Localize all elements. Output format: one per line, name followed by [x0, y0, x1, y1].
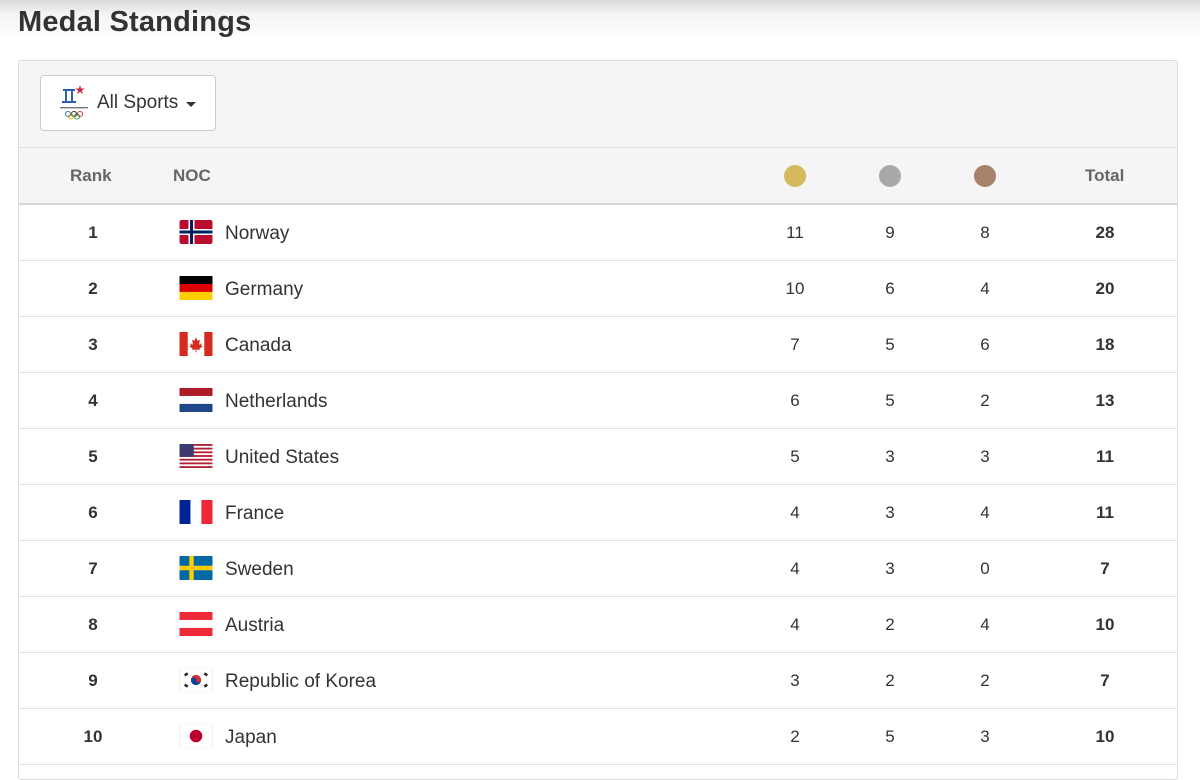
table-row[interactable]: 8 Austria 4 2 4 10 — [19, 597, 1177, 653]
total-count: 18 — [1095, 335, 1115, 354]
country-name[interactable]: Canada — [225, 335, 292, 356]
bronze-count: 4 — [980, 279, 990, 298]
gold-count: 6 — [790, 391, 800, 410]
header-rank[interactable]: Rank — [70, 166, 112, 185]
country-name[interactable]: United States — [225, 447, 340, 468]
table-row[interactable]: 4 Netherlands 6 5 2 13 — [19, 373, 1177, 429]
table-row[interactable]: 6 France 4 3 4 11 — [19, 485, 1177, 541]
sport-filter-label: All Sports — [97, 92, 179, 113]
gold-count: 11 — [786, 223, 804, 242]
bronze-count: 4 — [980, 615, 990, 634]
gold-count: 4 — [790, 559, 800, 578]
header-noc[interactable]: NOC — [173, 166, 211, 185]
gold-count: 5 — [790, 447, 800, 466]
silver-count: 9 — [885, 223, 895, 242]
gold-medal-icon[interactable] — [784, 165, 806, 187]
rank-cell: 4 — [88, 391, 98, 410]
filter-bar: All Sports — [19, 61, 1177, 148]
table-row[interactable]: 7 Sweden 4 3 0 7 — [19, 541, 1177, 597]
rank-cell: 5 — [88, 447, 98, 466]
gold-count: 4 — [790, 503, 800, 522]
gold-count: 10 — [785, 279, 805, 298]
bronze-count: 2 — [980, 671, 990, 690]
korea-flag-icon — [179, 668, 213, 692]
table-row[interactable]: 3 Canada 7 5 6 18 — [19, 317, 1177, 373]
total-count: 13 — [1095, 391, 1115, 410]
canada-flag-icon — [179, 332, 213, 356]
bronze-count: 6 — [980, 335, 990, 354]
norway-flag-icon — [179, 220, 213, 244]
total-count: 11 — [1096, 447, 1114, 466]
silver-count: 3 — [885, 503, 895, 522]
rank-cell: 8 — [88, 615, 98, 634]
netherlands-flag-icon — [179, 388, 213, 412]
table-row[interactable]: 5 United States 5 3 3 11 — [19, 429, 1177, 485]
austria-flag-icon — [179, 612, 213, 636]
gold-count: 4 — [790, 615, 800, 634]
country-name[interactable]: Germany — [225, 279, 304, 300]
gold-count: 3 — [790, 671, 800, 690]
france-flag-icon — [179, 500, 213, 524]
header-total[interactable]: Total — [1085, 166, 1125, 185]
country-name[interactable]: France — [225, 503, 285, 524]
silver-count: 5 — [885, 727, 895, 746]
page-title: Medal Standings — [18, 6, 252, 38]
bronze-count: 3 — [980, 447, 990, 466]
pyeongchang-2018-emblem-icon — [60, 85, 88, 120]
country-name[interactable]: Netherlands — [225, 391, 328, 412]
rank-cell: 1 — [88, 223, 98, 242]
bronze-count: 4 — [980, 503, 990, 522]
total-count: 28 — [1095, 223, 1115, 242]
country-name[interactable]: Japan — [225, 727, 277, 748]
gold-count: 7 — [790, 335, 800, 354]
bronze-count: 8 — [980, 223, 990, 242]
silver-count: 5 — [885, 335, 895, 354]
chevron-down-icon — [186, 101, 197, 107]
rank-cell: 7 — [88, 559, 98, 578]
gold-count: 2 — [790, 727, 800, 746]
bronze-medal-icon[interactable] — [974, 165, 996, 187]
germany-flag-icon — [179, 276, 213, 300]
rank-cell: 10 — [83, 727, 103, 746]
rank-cell: 9 — [88, 671, 98, 690]
silver-medal-icon[interactable] — [879, 165, 901, 187]
table-row[interactable]: 10 Japan 2 5 3 10 — [19, 709, 1177, 765]
united-states-flag-icon — [179, 444, 213, 468]
bronze-count: 3 — [980, 727, 990, 746]
rank-cell: 6 — [88, 503, 98, 522]
sweden-flag-icon — [179, 556, 213, 580]
table-header-row: Rank NOC Total — [19, 148, 1177, 205]
table-row[interactable]: 1 Norway 11 9 8 28 — [19, 205, 1177, 261]
sport-filter-dropdown[interactable]: All Sports — [40, 75, 216, 131]
total-count: 10 — [1095, 615, 1115, 634]
table-row[interactable]: 2 Germany 10 6 4 20 — [19, 261, 1177, 317]
table-body: 1 Norway 11 9 8 28 2 Germany 10 6 — [19, 205, 1177, 765]
total-count: 10 — [1095, 727, 1115, 746]
rank-cell: 3 — [88, 335, 98, 354]
country-name[interactable]: Norway — [225, 223, 290, 244]
country-name[interactable]: Sweden — [225, 559, 294, 580]
total-count: 7 — [1100, 671, 1110, 690]
total-count: 20 — [1095, 279, 1115, 298]
bronze-count: 2 — [980, 391, 990, 410]
japan-flag-icon — [179, 724, 213, 748]
silver-count: 6 — [885, 279, 895, 298]
silver-count: 5 — [885, 391, 895, 410]
table-row[interactable]: 9 Republic of Korea 3 2 2 7 — [19, 653, 1177, 709]
silver-count: 2 — [885, 671, 895, 690]
country-name[interactable]: Republic of Korea — [225, 671, 377, 692]
rank-cell: 2 — [88, 279, 98, 298]
top-shade — [0, 0, 1200, 58]
silver-count: 3 — [885, 447, 895, 466]
total-count: 7 — [1100, 559, 1110, 578]
silver-count: 2 — [885, 615, 895, 634]
country-name[interactable]: Austria — [225, 615, 285, 636]
total-count: 11 — [1096, 503, 1114, 522]
bronze-count: 0 — [980, 559, 990, 578]
medal-table-panel: All Sports Rank NOC Total 1 Norway 11 9 … — [18, 60, 1178, 780]
silver-count: 3 — [885, 559, 895, 578]
